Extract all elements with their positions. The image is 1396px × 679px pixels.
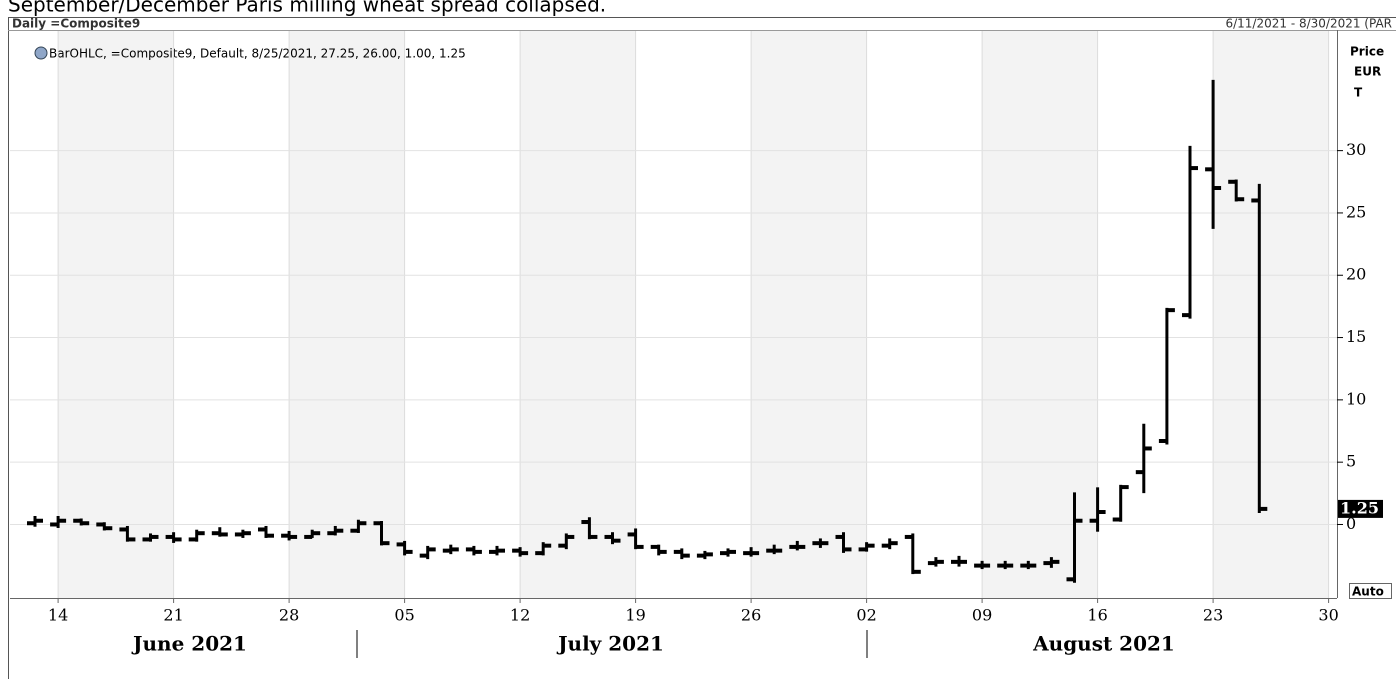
week-band <box>58 31 174 598</box>
week-band <box>1213 31 1329 598</box>
week-bands <box>58 31 1329 598</box>
y-tick-label: 20 <box>1346 265 1366 284</box>
week-band <box>751 31 867 598</box>
x-tick-label: 28 <box>279 606 299 625</box>
x-tick-label: 02 <box>856 606 876 625</box>
week-band <box>289 31 405 598</box>
y-tick-label: 15 <box>1346 327 1366 346</box>
last-price-tag <box>1338 499 1383 518</box>
month-label: August 2021 <box>1032 632 1175 656</box>
y-tick-label: 0 <box>1346 514 1356 533</box>
header-right: 6/11/2021 - 8/30/2021 (PAR <box>1225 17 1392 31</box>
month-label: June 2021 <box>131 632 247 656</box>
legend-icon <box>34 46 48 60</box>
y-tick-label: 5 <box>1346 452 1356 471</box>
x-tick-label: 30 <box>1318 606 1338 625</box>
caption: September/December Paris milling wheat s… <box>8 0 606 17</box>
x-tick-label: 05 <box>394 606 414 625</box>
scale-button[interactable] <box>1349 583 1392 599</box>
x-tick-label: 14 <box>48 606 68 625</box>
month-label: July 2021 <box>556 632 664 656</box>
last-price-label: 1.25 <box>1340 498 1379 517</box>
y-tick-label: 25 <box>1346 202 1366 221</box>
x-tick-label: 16 <box>1087 606 1107 625</box>
legend: BarOHLC, =Composite9, Default, 8/25/2021… <box>49 47 466 61</box>
y-tick-label: 10 <box>1346 389 1366 408</box>
frame <box>8 17 1396 679</box>
x-tick-label: 21 <box>163 606 183 625</box>
x-tick-label: 26 <box>741 606 761 625</box>
scale-button-label[interactable]: Auto <box>1352 585 1384 599</box>
y-tick-label: 30 <box>1346 140 1366 159</box>
axis-label: Price <box>1350 45 1384 59</box>
x-tick-label: 23 <box>1203 606 1223 625</box>
axis-label: T <box>1354 86 1363 100</box>
x-tick-label: 19 <box>625 606 645 625</box>
x-tick-label: 12 <box>510 606 530 625</box>
header-left: Daily =Composite9 <box>12 17 140 31</box>
x-tick-label: 09 <box>972 606 992 625</box>
axis-label: EUR <box>1354 65 1381 79</box>
week-band <box>982 31 1098 598</box>
week-band <box>520 31 636 598</box>
